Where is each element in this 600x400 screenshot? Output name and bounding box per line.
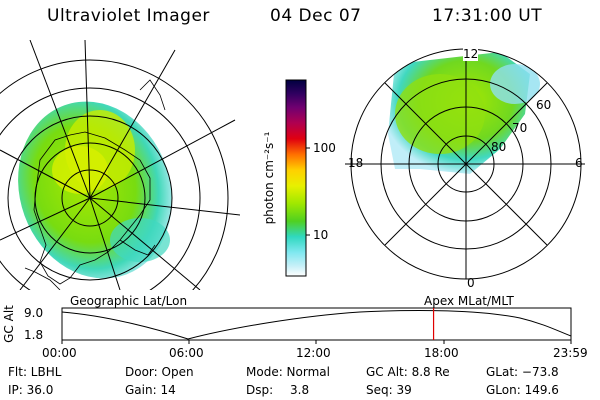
- left-map-caption: Geographic Lat/Lon: [70, 294, 188, 308]
- altitude-xtick-0000: 00:00: [42, 346, 77, 360]
- altitude-ylabel: GC Alt: [2, 305, 16, 343]
- altitude-curve: [61, 309, 572, 340]
- colorbar-tick-10: 10: [313, 228, 329, 242]
- altitude-plot: [61, 307, 572, 344]
- colorbar-label: photon cm⁻²s⁻¹: [262, 131, 276, 225]
- altitude-plot-frame: [61, 307, 572, 341]
- altitude-xtick-2359: 23:59: [553, 346, 588, 360]
- mlt-label-12: 12: [463, 47, 479, 61]
- gc-alt-info: GC Alt: 8.8 Re: [366, 365, 450, 379]
- mode-info: Mode: Normal: [246, 365, 330, 379]
- coastline: [24, 79, 166, 290]
- geographic-grid: [0, 40, 240, 290]
- mlt-label-18: 18: [348, 156, 364, 170]
- mlt-label-0: 0: [467, 276, 475, 290]
- colorbar: [285, 79, 310, 277]
- geographic-map: [0, 40, 240, 290]
- door-info: Door: Open: [125, 365, 194, 379]
- seq-info: Seq: 39: [366, 383, 412, 397]
- gain-info: Gain: 14: [125, 383, 176, 397]
- altitude-ytick-9: 9.0: [24, 306, 44, 320]
- right-map-caption: Apex MLat/MLT: [424, 294, 514, 308]
- altitude-xtick-1800: 18:00: [424, 346, 459, 360]
- time-label: 17:31:00 UT: [432, 6, 543, 26]
- altitude-ytick-1-8: 1.8: [24, 328, 44, 342]
- colorbar-tick-100: 100: [313, 141, 336, 155]
- mlat-label-70: 70: [512, 121, 528, 135]
- mlat-label-80: 80: [491, 140, 507, 154]
- glon-info: GLon: 149.6: [486, 383, 559, 397]
- magnetic-grid: [345, 48, 585, 280]
- dsp-value: 3.8: [290, 383, 310, 397]
- ip-info: IP: 36.0: [8, 383, 54, 397]
- magnetic-polar-plot: [345, 48, 585, 280]
- instrument-title: Ultraviolet Imager: [47, 6, 210, 26]
- dsp-label: Dsp:: [246, 383, 274, 397]
- filter-info: Flt: LBHL: [8, 365, 62, 379]
- glat-info: GLat: −73.8: [486, 365, 559, 379]
- mlt-label-6: 6: [575, 156, 583, 170]
- date-label: 04 Dec 07: [270, 6, 362, 26]
- altitude-xtick-1200: 12:00: [296, 346, 331, 360]
- colorbar-gradient: [285, 79, 307, 277]
- altitude-xtick-0600: 06:00: [169, 346, 204, 360]
- mlat-label-60: 60: [536, 98, 552, 112]
